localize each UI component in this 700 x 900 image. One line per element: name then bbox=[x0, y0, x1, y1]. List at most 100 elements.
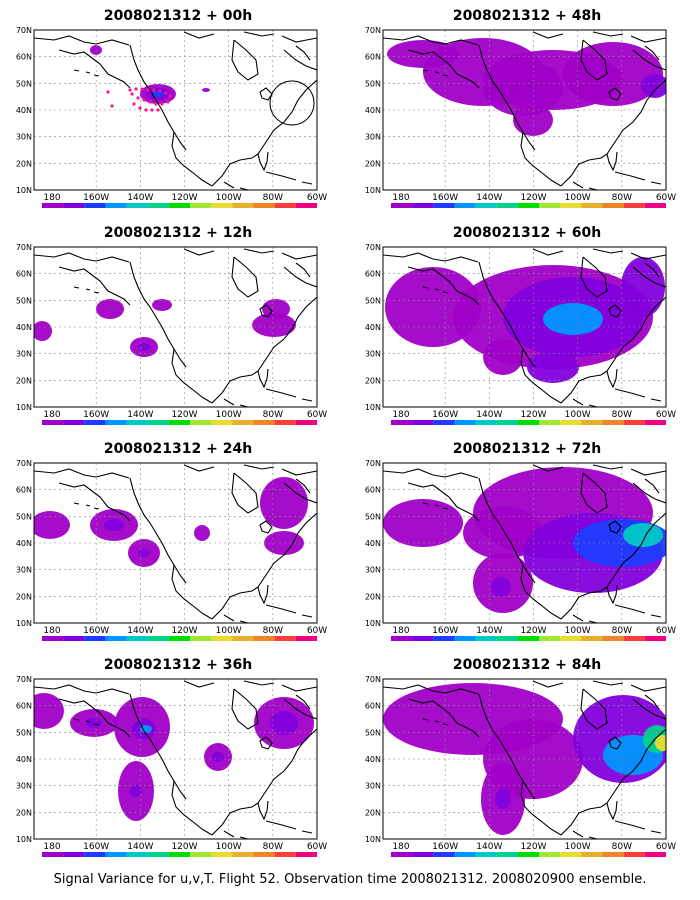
colorbar-swatch bbox=[454, 636, 476, 641]
panel-84h: 2008021312 + 84h 70N 60N 50N 40N 30N 20N 10N 18… bbox=[357, 657, 697, 872]
lon-label: 160W bbox=[432, 626, 458, 636]
observation-dot bbox=[166, 100, 170, 104]
map-12h: 70N 60N 50N 40N 30N 20N 10N 180 160W 140W 120W 100W… bbox=[16, 243, 327, 425]
lon-label: 140W bbox=[476, 842, 502, 852]
observation-dot bbox=[168, 94, 172, 98]
coastline bbox=[58, 698, 131, 738]
colorbar-swatch bbox=[539, 636, 561, 641]
coastline bbox=[58, 482, 131, 522]
variance-shading bbox=[252, 313, 296, 337]
colorbar-swatch bbox=[147, 420, 169, 425]
coastline bbox=[129, 693, 187, 800]
colorbar-swatch bbox=[126, 852, 148, 857]
coastline bbox=[183, 464, 317, 476]
panel-12h: 2008021312 + 12h 70N 60N 50N 40N 30N 20N 10N 18… bbox=[8, 225, 348, 440]
panel-00h: 2008021312 + 00h 70N 60N 50N 40N 30N 20N 10N 18… bbox=[8, 8, 348, 223]
colorbar-swatch bbox=[517, 636, 540, 641]
colorbar-swatch bbox=[253, 420, 275, 425]
colorbar-swatch bbox=[644, 420, 666, 425]
coastline bbox=[283, 698, 317, 720]
lon-label: 160W bbox=[432, 193, 458, 203]
coastline bbox=[407, 698, 480, 738]
lat-label: 50N bbox=[16, 79, 32, 88]
lon-label: 140W bbox=[476, 193, 502, 203]
lat-label: 20N bbox=[365, 376, 381, 385]
colorbar-swatch bbox=[581, 852, 603, 857]
variance-shading bbox=[491, 577, 511, 597]
map-frame bbox=[33, 678, 318, 840]
colorbar-swatch bbox=[168, 636, 191, 641]
observation-dot bbox=[142, 98, 146, 102]
colorbar-swatch bbox=[147, 636, 169, 641]
lon-label: 140W bbox=[476, 410, 502, 420]
coastline bbox=[644, 45, 660, 61]
map-frame bbox=[33, 29, 318, 191]
colorbar-swatch bbox=[274, 852, 296, 857]
colorbar-swatch bbox=[644, 852, 666, 857]
colorbar-swatch bbox=[623, 636, 645, 641]
lat-label: 10N bbox=[365, 403, 381, 412]
variance-shading bbox=[563, 42, 663, 106]
coastline bbox=[295, 478, 311, 494]
coastline bbox=[383, 35, 479, 46]
lon-label: 180 bbox=[392, 193, 409, 203]
lon-label: 60W bbox=[656, 193, 676, 203]
coastline bbox=[478, 477, 536, 584]
observation-dot bbox=[144, 108, 148, 112]
coastline bbox=[608, 520, 622, 534]
lat-label: 60N bbox=[365, 702, 381, 711]
panel-title: 2008021312 + 36h bbox=[103, 657, 253, 673]
colorbar-swatch bbox=[644, 636, 666, 641]
lon-label: 60W bbox=[307, 626, 327, 636]
observation-dot bbox=[134, 87, 138, 91]
panel-60h: 2008021312 + 60h 70N 60N 50N 40N 30N 20N 10N 18… bbox=[357, 225, 697, 440]
coastline bbox=[608, 304, 622, 318]
colorbar-swatch bbox=[517, 852, 540, 857]
lon-label: 100W bbox=[216, 626, 242, 636]
observation-dot bbox=[152, 88, 156, 92]
coastline bbox=[520, 348, 562, 404]
coastline bbox=[73, 286, 100, 294]
panel-title: 2008021312 + 12h bbox=[103, 225, 253, 241]
colorbar-swatch bbox=[84, 203, 106, 208]
colorbar-swatch bbox=[63, 203, 85, 208]
coastline bbox=[606, 368, 618, 389]
coastline bbox=[614, 388, 662, 402]
lat-label: 50N bbox=[16, 728, 32, 737]
coastline bbox=[171, 348, 213, 404]
colorbar-swatch bbox=[190, 420, 212, 425]
colorbar-swatch bbox=[560, 852, 582, 857]
variance-shading bbox=[527, 351, 579, 383]
variance-shading bbox=[130, 785, 142, 797]
lat-label: 10N bbox=[365, 186, 381, 195]
coastline bbox=[211, 512, 317, 620]
observation-dot bbox=[136, 96, 140, 100]
coastline bbox=[58, 266, 131, 306]
map-24h: 70N 60N 50N 40N 30N 20N 10N 180 160W 140W 120W 100W… bbox=[16, 459, 327, 641]
coastline bbox=[608, 736, 622, 750]
coastline bbox=[34, 252, 130, 263]
observation-dot bbox=[148, 100, 152, 104]
colorbar-swatch bbox=[475, 420, 497, 425]
coastline bbox=[171, 131, 213, 187]
lon-label: 120W bbox=[520, 193, 546, 203]
colorbar-swatch bbox=[105, 203, 127, 208]
colorbar-swatch bbox=[147, 203, 169, 208]
coastline bbox=[614, 604, 662, 618]
lat-label: 70N bbox=[16, 26, 32, 35]
colorbar-swatch bbox=[560, 203, 582, 208]
lat-label: 10N bbox=[16, 403, 32, 412]
colorbar-swatch bbox=[539, 852, 561, 857]
coastline bbox=[257, 584, 269, 605]
colorbar-swatch bbox=[232, 203, 254, 208]
colorbar-swatch bbox=[211, 636, 233, 641]
colorbar-swatch bbox=[105, 852, 127, 857]
lon-label: 120W bbox=[520, 842, 546, 852]
coastline bbox=[171, 780, 213, 836]
coastline bbox=[257, 368, 269, 389]
observation-dot bbox=[128, 88, 132, 92]
map-60h: 70N 60N 50N 40N 30N 20N 10N 180 160W 140W 120W 100W… bbox=[365, 243, 676, 425]
colorbar-swatch bbox=[623, 420, 645, 425]
lat-label: 60N bbox=[16, 702, 32, 711]
variance-shading bbox=[383, 499, 463, 547]
